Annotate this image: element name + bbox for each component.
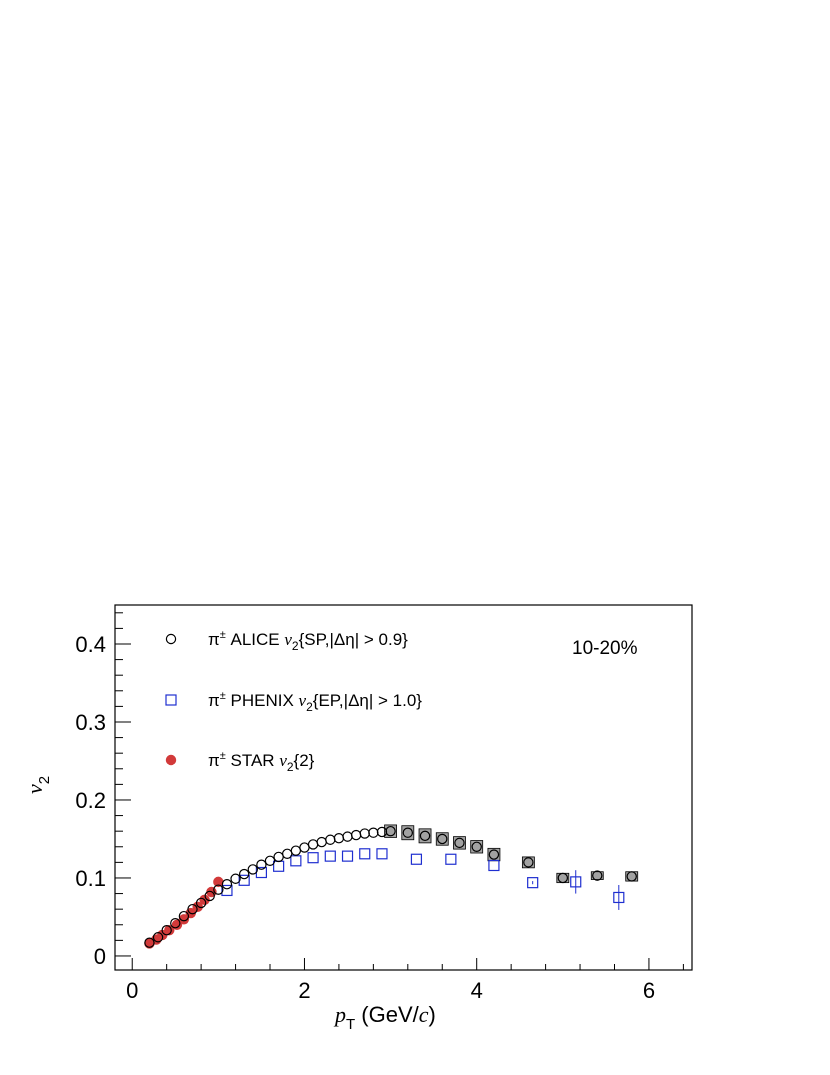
phenix-point <box>527 877 539 889</box>
phenix-point <box>290 855 302 867</box>
alice-point <box>161 925 172 936</box>
axis-tick-labels: 0 2 4 6 0 0.1 0.2 0.3 0.4 <box>75 632 655 1003</box>
centrality-annotation: 10-20% <box>572 638 638 659</box>
x-axis-title: pT (GeV/c) <box>333 1002 436 1033</box>
x-tick-label: 0 <box>126 978 138 1003</box>
y-tick-label: 0.1 <box>75 866 106 891</box>
alice-point <box>454 837 465 849</box>
alice-syst-box <box>521 856 535 869</box>
x-tick-label: 2 <box>298 978 310 1003</box>
phenix-point <box>341 850 354 862</box>
y-tick-label: 0.3 <box>75 710 106 735</box>
alice-point <box>592 870 603 881</box>
alice-point <box>213 884 224 895</box>
alice-point <box>385 825 396 837</box>
alice-point <box>204 890 215 902</box>
star-point <box>192 901 203 913</box>
alice-point <box>316 836 327 848</box>
legend-label-alice: π± ALICE v2{SP,|Δη| > 0.9} <box>208 629 408 653</box>
phenix-point <box>613 891 625 904</box>
y-tick-label: 0 <box>94 944 106 969</box>
alice-point <box>187 903 198 915</box>
alice-point <box>256 859 267 870</box>
alice-point <box>152 932 164 943</box>
alice-point <box>170 918 181 929</box>
alice-point <box>350 829 362 841</box>
alice-point <box>230 873 241 884</box>
phenix-point <box>410 853 423 865</box>
y-tick-label: 0.2 <box>75 788 106 813</box>
data-points <box>144 825 637 949</box>
alice-point <box>299 842 310 853</box>
phenix-point <box>359 848 371 860</box>
error-bars <box>384 824 639 910</box>
star-point <box>164 925 175 936</box>
alice-point <box>437 833 448 845</box>
alice-point <box>307 839 319 850</box>
alice-point <box>402 827 414 838</box>
alice-point <box>626 871 637 882</box>
series-open-circle <box>144 825 637 948</box>
phenix-point <box>324 850 336 862</box>
alice-point <box>333 832 345 844</box>
alice-point <box>471 841 482 852</box>
phenix-point <box>445 853 457 865</box>
phenix-point <box>238 874 250 886</box>
alice-point <box>221 879 233 890</box>
alice-point <box>325 834 336 845</box>
phenix-point <box>570 876 582 888</box>
x-tick-label: 6 <box>643 978 655 1003</box>
alice-point <box>178 910 190 922</box>
alice-point <box>368 827 379 838</box>
alice-point <box>144 937 155 948</box>
plot-frame <box>114 604 693 971</box>
alice-point <box>238 868 250 880</box>
legend-label-star: π± STAR v2{2} <box>208 750 315 774</box>
alice-syst-box <box>590 871 604 880</box>
alice-point <box>290 845 302 856</box>
alice-point <box>419 830 431 842</box>
alice-point <box>247 864 258 875</box>
star-point <box>213 876 224 888</box>
axis-ticks <box>115 612 684 970</box>
phenix-point <box>273 860 285 872</box>
series-filled-circle <box>144 876 224 949</box>
alice-point <box>195 897 207 909</box>
y-axis-title: v2 <box>22 776 53 794</box>
legend-label-phenix: π± PHENIX v2{EP,|Δη| > 1.0} <box>208 690 422 714</box>
legend: π± ALICE v2{SP,|Δη| > 0.9} π± PHENIX v2{… <box>165 629 422 774</box>
y-tick-label: 0.4 <box>75 632 106 657</box>
x-tick-label: 4 <box>471 978 483 1003</box>
phenix-point <box>221 884 233 897</box>
phenix-point <box>488 859 500 872</box>
phenix-point <box>307 852 319 864</box>
alice-point <box>282 848 293 859</box>
alice-point <box>342 831 353 842</box>
legend-marker-alice <box>165 633 177 645</box>
alice-point <box>488 849 500 860</box>
phenix-point <box>376 848 388 860</box>
alice-point <box>557 872 569 884</box>
alice-point <box>273 851 284 863</box>
alice-point <box>264 855 276 867</box>
alice-point <box>359 828 370 839</box>
legend-marker-phenix <box>165 694 177 706</box>
alice-point <box>523 857 534 868</box>
legend-marker-star <box>165 754 177 766</box>
star-point <box>178 914 190 925</box>
